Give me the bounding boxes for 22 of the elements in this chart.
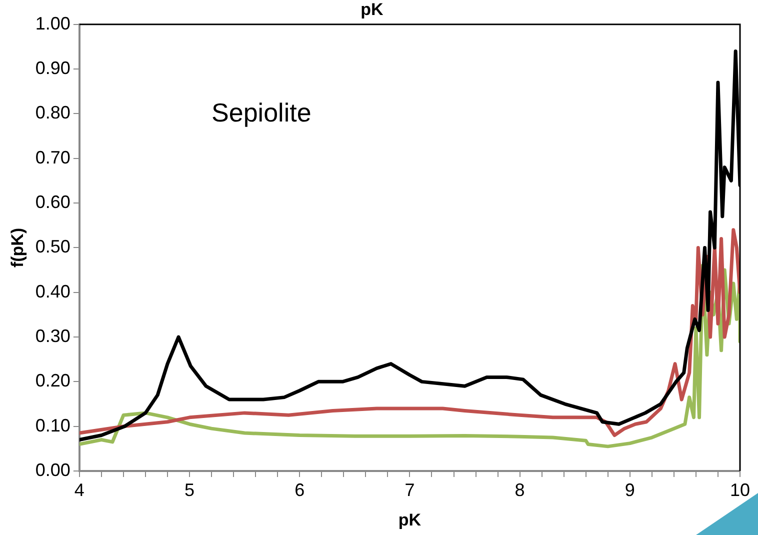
- y-tick-label: 0.60: [35, 192, 70, 212]
- y-tick-label: 1.00: [35, 13, 70, 34]
- y-tick-label: 0.30: [35, 326, 70, 346]
- x-tick-label: 7: [404, 480, 415, 500]
- y-tick-label: 0.40: [35, 281, 70, 302]
- x-tick-label: 4: [74, 480, 84, 500]
- y-tick-label: 0.20: [35, 370, 70, 391]
- y-tick-label: 0.10: [35, 415, 70, 436]
- y-axis-title: f(pK): [8, 228, 27, 268]
- y-tick-label: 0.50: [35, 236, 70, 257]
- y-tick-label: 0.90: [35, 58, 70, 78]
- x-tick-label: 9: [624, 480, 635, 500]
- chart-title: pK: [360, 0, 384, 19]
- x-tick-label: 8: [514, 480, 525, 500]
- y-tick-label: 0.80: [35, 102, 70, 123]
- x-tick-label: 5: [184, 480, 195, 500]
- x-tick-label: 10: [730, 480, 750, 500]
- annotation: Sepiolite: [212, 98, 312, 128]
- x-axis-title: pK: [398, 510, 422, 530]
- y-tick-label: 0.00: [35, 460, 70, 480]
- x-tick-label: 6: [294, 480, 305, 500]
- y-tick-label: 0.70: [35, 147, 70, 168]
